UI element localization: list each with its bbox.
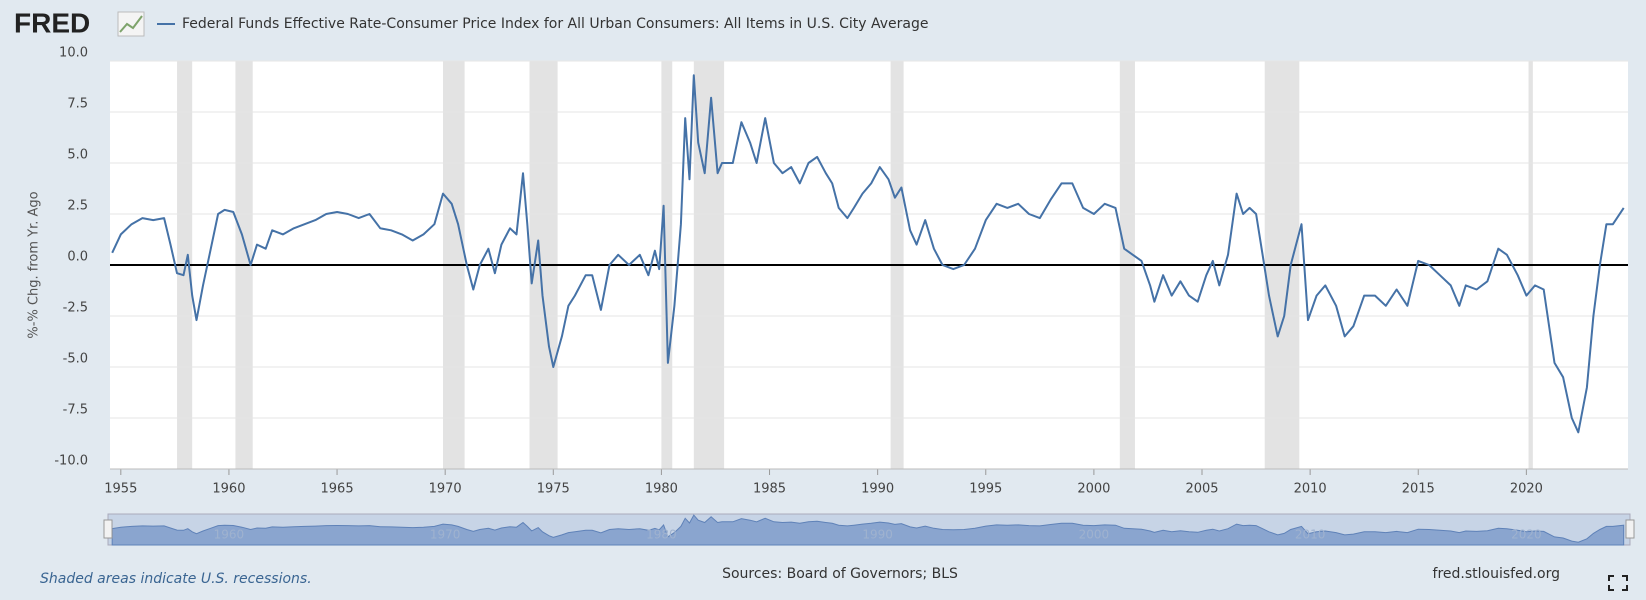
x-tick-label: 2015 (1402, 482, 1435, 497)
logo: FRED (14, 7, 90, 38)
navigator-tick-label: 1970 (430, 528, 461, 542)
y-tick-label: 10.0 (59, 46, 88, 61)
navigator-tick-label: 1980 (646, 528, 677, 542)
x-tick-label: 2000 (1077, 482, 1110, 497)
logo-icon (117, 11, 145, 37)
x-tick-label: 1980 (645, 482, 678, 497)
navigator-tick-label: 2010 (1295, 528, 1326, 542)
x-tick-label: 1965 (321, 482, 354, 497)
x-tick-label: 2010 (1294, 482, 1327, 497)
x-tick-label: 2020 (1510, 482, 1543, 497)
y-tick-label: -10.0 (54, 454, 88, 469)
navigator-tick-label: 1960 (214, 528, 245, 542)
y-tick-label: -7.5 (63, 403, 88, 418)
navigator-area (111, 514, 1625, 546)
site-link[interactable]: fred.stlouisfed.org (1433, 566, 1560, 582)
navigator-tick-label: 2020 (1511, 528, 1542, 542)
y-tick-label: 5.0 (67, 148, 88, 163)
y-tick-label: -5.0 (63, 352, 88, 367)
x-tick-label: 1990 (861, 482, 894, 497)
y-tick-label: 2.5 (67, 199, 88, 214)
x-tick-label: 1955 (104, 482, 137, 497)
x-tick-label: 1995 (969, 482, 1002, 497)
x-tick-label: 1975 (537, 482, 570, 497)
navigator-handle[interactable] (103, 519, 113, 539)
y-axis-label: %-% Chg. from Yr. Ago (27, 191, 42, 338)
x-tick-label: 1985 (753, 482, 786, 497)
fullscreen-icon[interactable] (1608, 575, 1628, 591)
y-tick-label: 0.0 (67, 250, 88, 265)
navigator-tick-label: 1990 (862, 528, 893, 542)
x-tick-label: 1970 (429, 482, 462, 497)
navigator-handle[interactable] (1625, 519, 1635, 539)
x-tick-label: 1960 (212, 482, 245, 497)
y-tick-label: -2.5 (63, 301, 88, 316)
footnote: Shaded areas indicate U.S. recessions. (40, 571, 312, 587)
navigator-tick-label: 2000 (1079, 528, 1110, 542)
legend-label: Federal Funds Effective Rate-Consumer Pr… (182, 16, 929, 32)
series-line (111, 74, 1625, 434)
x-tick-label: 2005 (1185, 482, 1218, 497)
y-tick-label: 7.5 (67, 97, 88, 112)
source: Sources: Board of Governors; BLS (722, 566, 958, 582)
